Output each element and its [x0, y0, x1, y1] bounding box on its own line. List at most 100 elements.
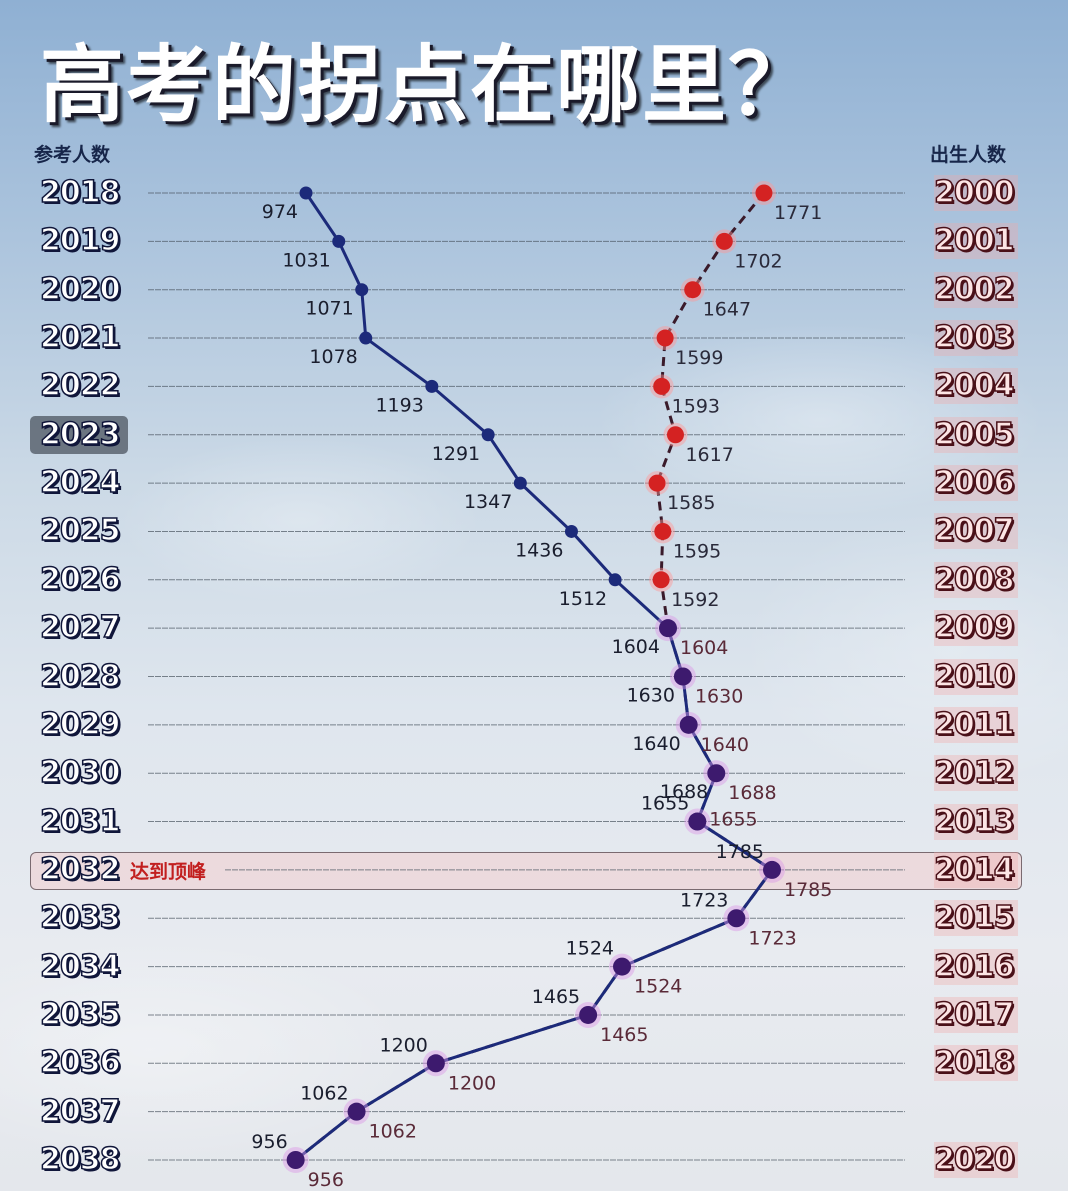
highlight-2023: [30, 415, 128, 454]
exam-year-label: 2023: [39, 416, 121, 453]
peak-row-highlight: [30, 851, 1022, 890]
birth-value-label: 1465: [600, 1024, 648, 1046]
exam-value-label: 956: [251, 1131, 287, 1153]
overlap-marker: [727, 909, 746, 928]
overlap-marker: [579, 1005, 598, 1024]
exam-year-label: 2034: [39, 948, 121, 985]
birth-year-label: 2015: [933, 900, 1018, 937]
birth-year-label: 2011: [933, 706, 1018, 743]
birth-value-label: 1592: [671, 589, 719, 611]
exam-value-label: 1630: [627, 685, 675, 707]
exam-year-label: 2035: [39, 996, 121, 1033]
exam-value-label: 1071: [305, 298, 353, 320]
birth-value-label: 1599: [675, 347, 723, 369]
exam-marker: [359, 331, 373, 345]
exam-year-label: 2032: [39, 851, 121, 888]
birth-year-label: 2001: [933, 223, 1018, 260]
birth-value-label: 956: [308, 1169, 344, 1191]
exam-value-label: 1062: [300, 1083, 348, 1105]
exam-value-label: 1193: [375, 394, 423, 416]
exam-year-label: 2036: [39, 1045, 121, 1082]
birth-value-label: 1723: [748, 927, 796, 949]
exam-marker: [299, 186, 313, 200]
birth-marker: [666, 426, 684, 444]
exam-marker: [425, 379, 439, 393]
exam-value-label: 1604: [612, 636, 660, 658]
exam-value-label: 1524: [566, 938, 614, 960]
exam-year-label: 2028: [39, 658, 121, 695]
exam-year-label: 2018: [39, 174, 121, 211]
birth-year-label: 2004: [933, 368, 1018, 405]
exam-year-label: 2031: [39, 803, 121, 840]
exam-value-label: 1347: [464, 491, 512, 513]
exam-value-label: 1723: [680, 889, 728, 911]
birth-marker: [755, 184, 773, 202]
birth-marker: [656, 329, 674, 347]
exam-value-label: 1200: [380, 1034, 428, 1056]
birth-year-label: 2014: [933, 851, 1018, 888]
birth-year-label: 2018: [933, 1045, 1018, 1082]
exam-year-label: 2027: [39, 609, 121, 646]
exam-year-label: 2037: [39, 1093, 121, 1130]
birth-value-label: 1688: [728, 782, 776, 804]
overlap-marker: [426, 1054, 445, 1073]
birth-year-label: 2013: [933, 803, 1018, 840]
exam-value-label: 1465: [532, 986, 580, 1008]
exam-value-label: 1688: [660, 781, 708, 803]
birth-marker: [715, 232, 733, 250]
birth-value-label: 1771: [774, 202, 822, 224]
exam-value-label: 1291: [432, 443, 480, 465]
birth-value-label: 1640: [701, 734, 749, 756]
birth-marker: [652, 571, 670, 589]
birth-value-label: 1062: [369, 1121, 417, 1143]
exam-marker: [608, 573, 622, 587]
birth-year-label: 2003: [933, 319, 1018, 357]
exam-marker: [513, 476, 527, 490]
overlap-marker: [286, 1151, 305, 1169]
exam-year-label: 2029: [39, 706, 121, 743]
exam-year-label: 2024: [39, 464, 121, 501]
exam-year-label: 2019: [39, 223, 121, 260]
birth-value-label: 1585: [667, 492, 715, 514]
exam-year-label: 2038: [39, 1141, 121, 1178]
birth-value-label: 1200: [448, 1072, 496, 1094]
exam-value-label: 1512: [559, 588, 607, 610]
overlap-marker: [347, 1102, 366, 1121]
birth-year-label: 2020: [933, 1141, 1018, 1178]
birth-value-label: 1617: [685, 444, 733, 466]
birth-value-label: 1595: [673, 540, 721, 562]
birth-value-label: 1702: [734, 250, 782, 272]
birth-marker: [648, 474, 666, 492]
birth-value-label: 1630: [695, 686, 743, 708]
right-axis-header: 出生人数: [930, 144, 1007, 166]
overlap-marker: [707, 764, 726, 783]
exam-year-label: 2022: [39, 368, 121, 405]
page-title: 高考的拐点在哪里？: [40, 36, 815, 134]
birth-value-label: 1647: [703, 299, 751, 321]
birth-year-label: 2005: [933, 416, 1018, 453]
birth-marker: [653, 377, 671, 395]
exam-marker: [481, 428, 495, 442]
birth-marker: [654, 522, 672, 540]
birth-year-label: 2012: [933, 754, 1018, 792]
exam-value-label: 1785: [716, 841, 764, 863]
exam-year-label: 2025: [39, 513, 121, 550]
birth-year-label: 2010: [933, 658, 1018, 695]
exam-year-label: 2020: [39, 271, 121, 308]
left-axis-header: 参考人数: [34, 144, 111, 166]
exam-marker: [332, 234, 346, 248]
birth-year-label: 2008: [933, 561, 1018, 598]
birth-year-label: 2007: [933, 513, 1018, 550]
exam-value-label: 1078: [309, 346, 357, 368]
overlap-marker: [673, 667, 692, 686]
exam-year-label: 2026: [39, 561, 121, 598]
birth-value-label: 1655: [709, 809, 757, 831]
overlap-marker: [658, 619, 677, 638]
exam-value-label: 974: [262, 201, 298, 223]
exam-value-label: 1436: [515, 539, 563, 561]
birth-value-label: 1785: [784, 879, 832, 901]
overlap-marker: [613, 957, 632, 976]
birth-value-label: 1524: [634, 976, 682, 998]
birth-marker: [684, 281, 702, 299]
